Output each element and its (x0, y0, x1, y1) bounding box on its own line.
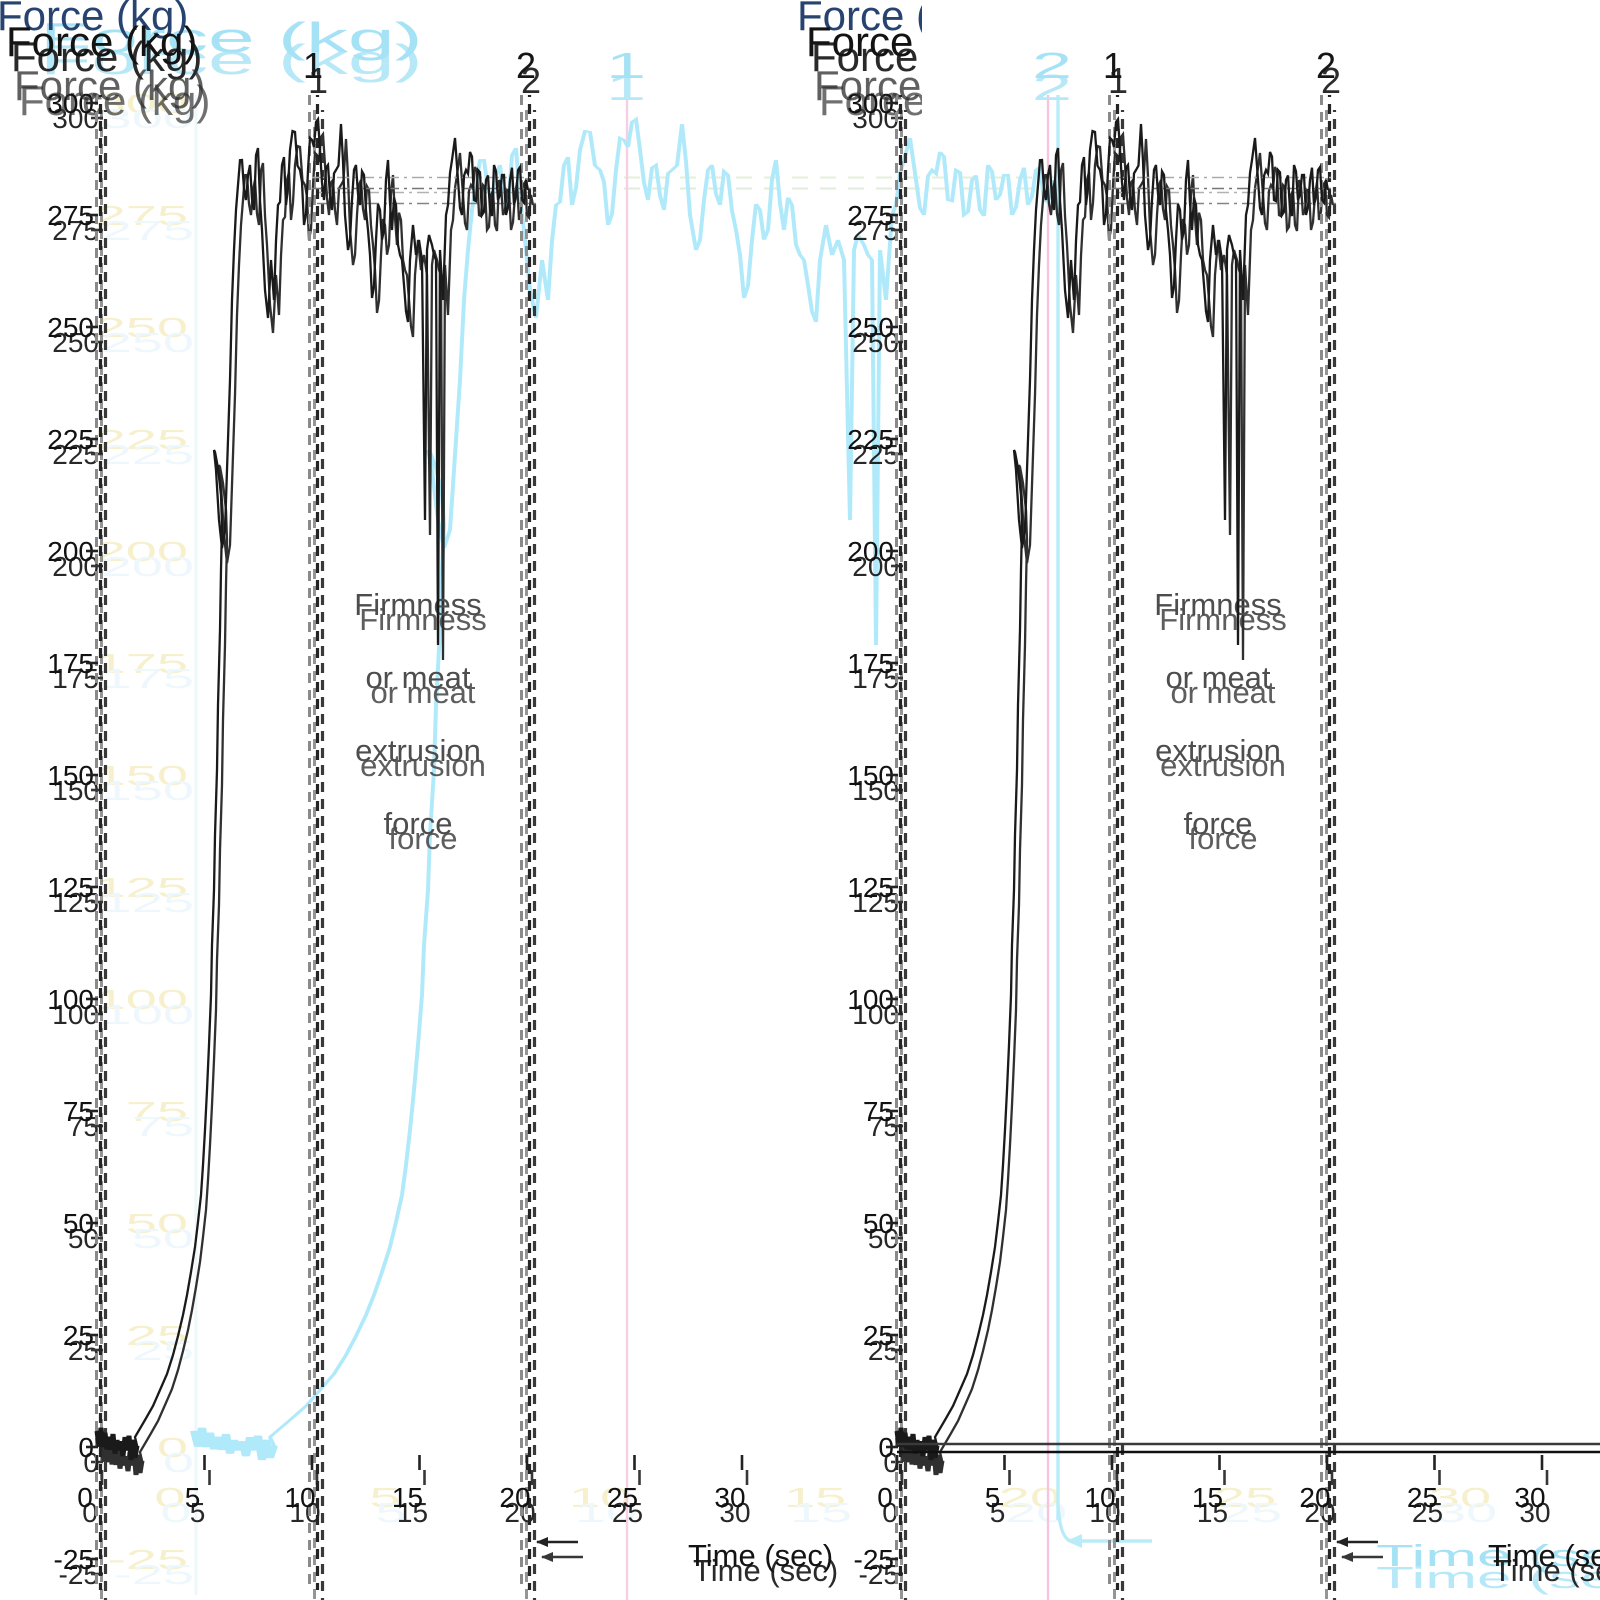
svg-text:50: 50 (132, 1223, 194, 1254)
svg-text:1: 1 (606, 68, 646, 108)
svg-text:25: 25 (1220, 1497, 1282, 1528)
svg-text:275: 275 (95, 200, 188, 231)
svg-text:175: 175 (101, 663, 194, 694)
svg-text:100: 100 (95, 984, 188, 1015)
svg-text:15: 15 (790, 1497, 852, 1528)
svg-text:50: 50 (126, 1208, 188, 1239)
svg-text:75: 75 (132, 1111, 194, 1142)
svg-text:125: 125 (95, 872, 188, 903)
svg-text:225: 225 (101, 439, 194, 470)
svg-text:-25: -25 (107, 1544, 188, 1575)
svg-text:250: 250 (95, 312, 188, 343)
svg-text:0: 0 (154, 1482, 185, 1513)
svg-text:150: 150 (101, 775, 194, 806)
svg-text:250: 250 (101, 327, 194, 358)
svg-text:30: 30 (1435, 1497, 1497, 1528)
svg-text:100: 100 (101, 999, 194, 1030)
svg-text:225: 225 (95, 424, 188, 455)
svg-text:0: 0 (163, 1447, 194, 1478)
svg-text:275: 275 (101, 215, 194, 246)
svg-text:0: 0 (157, 1432, 188, 1463)
svg-text:175: 175 (95, 648, 188, 679)
svg-text:20: 20 (999, 1482, 1061, 1513)
svg-text:-25: -25 (113, 1559, 194, 1590)
svg-text:150: 150 (95, 760, 188, 791)
svg-text:2: 2 (1032, 68, 1072, 108)
svg-text:200: 200 (101, 551, 194, 582)
svg-text:75: 75 (126, 1096, 188, 1127)
svg-text:1: 1 (606, 46, 646, 86)
svg-text:2: 2 (1032, 46, 1072, 86)
svg-text:200: 200 (95, 536, 188, 567)
svg-text:125: 125 (101, 887, 194, 918)
svg-text:15: 15 (784, 1482, 846, 1513)
